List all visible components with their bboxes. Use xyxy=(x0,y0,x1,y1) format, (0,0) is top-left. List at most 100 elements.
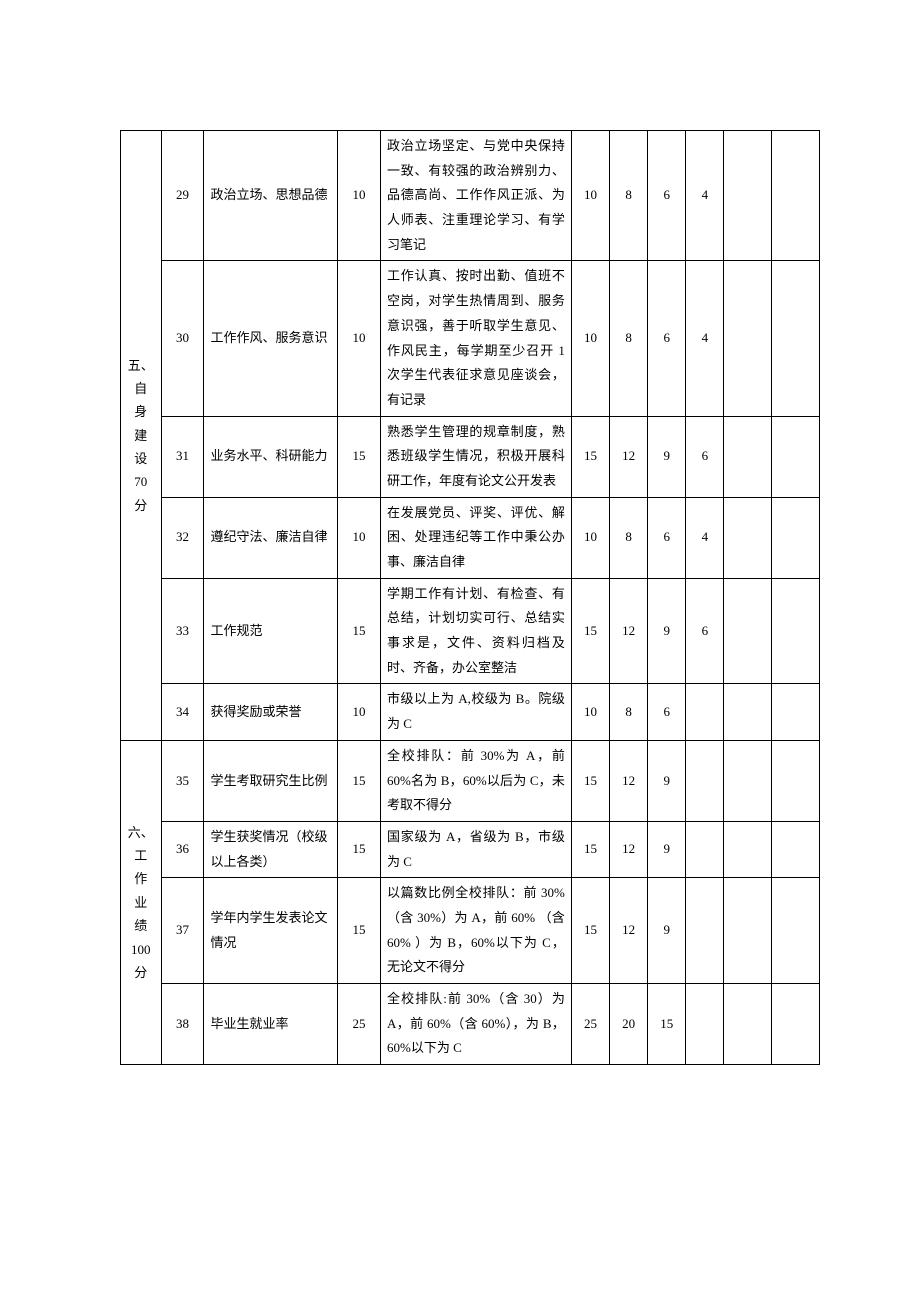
blank-cell xyxy=(724,821,772,877)
category-label: 绩 xyxy=(134,918,147,933)
score-b: 8 xyxy=(610,497,648,578)
score-b: 12 xyxy=(610,740,648,821)
score-a: 10 xyxy=(571,131,609,261)
score-d: 6 xyxy=(686,578,724,684)
blank-cell xyxy=(724,497,772,578)
score-c: 15 xyxy=(648,984,686,1065)
score-b: 12 xyxy=(610,578,648,684)
blank-cell xyxy=(772,878,820,984)
score-b: 12 xyxy=(610,878,648,984)
blank-cell xyxy=(772,416,820,497)
category-label: 五、 xyxy=(128,358,154,373)
row-number: 35 xyxy=(161,740,204,821)
blank-cell xyxy=(772,740,820,821)
score-a: 15 xyxy=(571,878,609,984)
item-name: 学生考取研究生比例 xyxy=(204,740,338,821)
score-b: 8 xyxy=(610,684,648,740)
category-label: 分 xyxy=(134,965,147,980)
category-label: 作 xyxy=(134,871,147,886)
table-row: 30 工作作风、服务意识 10 工作认真、按时出勤、值班不空岗，对学生热情周到、… xyxy=(121,261,820,416)
blank-cell xyxy=(724,878,772,984)
score-a: 15 xyxy=(571,578,609,684)
score-d: 6 xyxy=(686,416,724,497)
score-d xyxy=(686,740,724,821)
score-c: 6 xyxy=(648,261,686,416)
points: 15 xyxy=(338,416,381,497)
category-label: 身 xyxy=(134,404,147,419)
category-label: 100 xyxy=(131,942,151,957)
category-label: 设 xyxy=(134,451,147,466)
row-number: 33 xyxy=(161,578,204,684)
item-name: 学生获奖情况（校级以上各类） xyxy=(204,821,338,877)
score-b: 8 xyxy=(610,261,648,416)
table-row: 33 工作规范 15 学期工作有计划、有检查、有总结，计划切实可行、总结实事求是… xyxy=(121,578,820,684)
points: 15 xyxy=(338,878,381,984)
category-cell: 六、 工 作 业 绩 100 分 xyxy=(121,740,162,1064)
blank-cell xyxy=(724,416,772,497)
table-row: 31 业务水平、科研能力 15 熟悉学生管理的规章制度，熟悉班级学生情况，积极开… xyxy=(121,416,820,497)
blank-cell xyxy=(724,984,772,1065)
item-name: 工作作风、服务意识 xyxy=(204,261,338,416)
row-number: 29 xyxy=(161,131,204,261)
score-c: 9 xyxy=(648,878,686,984)
points: 15 xyxy=(338,740,381,821)
description: 全校排队:前 30%（含 30）为 A，前 60%（含 60%），为 B，60%… xyxy=(381,984,572,1065)
score-c: 9 xyxy=(648,416,686,497)
blank-cell xyxy=(724,578,772,684)
item-name: 工作规范 xyxy=(204,578,338,684)
row-number: 30 xyxy=(161,261,204,416)
score-d: 4 xyxy=(686,131,724,261)
table-row: 六、 工 作 业 绩 100 分 35 学生考取研究生比例 15 全校排队：前 … xyxy=(121,740,820,821)
row-number: 34 xyxy=(161,684,204,740)
score-d xyxy=(686,684,724,740)
row-number: 31 xyxy=(161,416,204,497)
category-cell: 五、 自 身 建 设 70 分 xyxy=(121,131,162,741)
score-d: 4 xyxy=(686,261,724,416)
item-name: 毕业生就业率 xyxy=(204,984,338,1065)
score-c: 6 xyxy=(648,131,686,261)
category-label: 自 xyxy=(134,381,147,396)
blank-cell xyxy=(772,821,820,877)
description: 全校排队：前 30%为 A，前 60%名为 B，60%以后为 C，未考取不得分 xyxy=(381,740,572,821)
score-d xyxy=(686,821,724,877)
category-label: 建 xyxy=(134,428,147,443)
score-c: 9 xyxy=(648,821,686,877)
score-a: 15 xyxy=(571,821,609,877)
score-b: 20 xyxy=(610,984,648,1065)
blank-cell xyxy=(772,497,820,578)
row-number: 32 xyxy=(161,497,204,578)
category-label: 70 xyxy=(134,474,147,489)
description: 熟悉学生管理的规章制度，熟悉班级学生情况，积极开展科研工作，年度有论文公开发表 xyxy=(381,416,572,497)
score-b: 8 xyxy=(610,131,648,261)
description: 学期工作有计划、有检查、有总结，计划切实可行、总结实事求是，文件、资料归档及时、… xyxy=(381,578,572,684)
evaluation-table: 五、 自 身 建 设 70 分 29 政治立场、思想品德 10 政治立场坚定、与… xyxy=(120,130,820,1065)
score-a: 15 xyxy=(571,740,609,821)
category-label: 工 xyxy=(134,848,147,863)
score-b: 12 xyxy=(610,821,648,877)
score-c: 6 xyxy=(648,497,686,578)
description: 国家级为 A，省级为 B，市级为 C xyxy=(381,821,572,877)
score-c: 9 xyxy=(648,578,686,684)
description: 以篇数比例全校排队：前 30%（含 30%）为 A，前 60% （含 60% ）… xyxy=(381,878,572,984)
blank-cell xyxy=(724,261,772,416)
table-row: 34 获得奖励或荣誉 10 市级以上为 A,校级为 B。院级为 C 10 8 6 xyxy=(121,684,820,740)
category-label: 分 xyxy=(134,498,147,513)
description: 政治立场坚定、与党中央保持一致、有较强的政治辨别力、品德高尚、工作作风正派、为人… xyxy=(381,131,572,261)
row-number: 37 xyxy=(161,878,204,984)
blank-cell xyxy=(772,578,820,684)
blank-cell xyxy=(724,131,772,261)
description: 在发展党员、评奖、评优、解困、处理违纪等工作中秉公办事、廉洁自律 xyxy=(381,497,572,578)
points: 10 xyxy=(338,684,381,740)
description: 工作认真、按时出勤、值班不空岗，对学生热情周到、服务意识强，善于听取学生意见、作… xyxy=(381,261,572,416)
score-a: 10 xyxy=(571,261,609,416)
table-row: 36 学生获奖情况（校级以上各类） 15 国家级为 A，省级为 B，市级为 C … xyxy=(121,821,820,877)
score-d xyxy=(686,878,724,984)
table-row: 32 遵纪守法、廉洁自律 10 在发展党员、评奖、评优、解困、处理违纪等工作中秉… xyxy=(121,497,820,578)
table-row: 37 学年内学生发表论文情况 15 以篇数比例全校排队：前 30%（含 30%）… xyxy=(121,878,820,984)
score-b: 12 xyxy=(610,416,648,497)
blank-cell xyxy=(772,684,820,740)
score-a: 25 xyxy=(571,984,609,1065)
points: 25 xyxy=(338,984,381,1065)
score-a: 10 xyxy=(571,497,609,578)
item-name: 获得奖励或荣誉 xyxy=(204,684,338,740)
